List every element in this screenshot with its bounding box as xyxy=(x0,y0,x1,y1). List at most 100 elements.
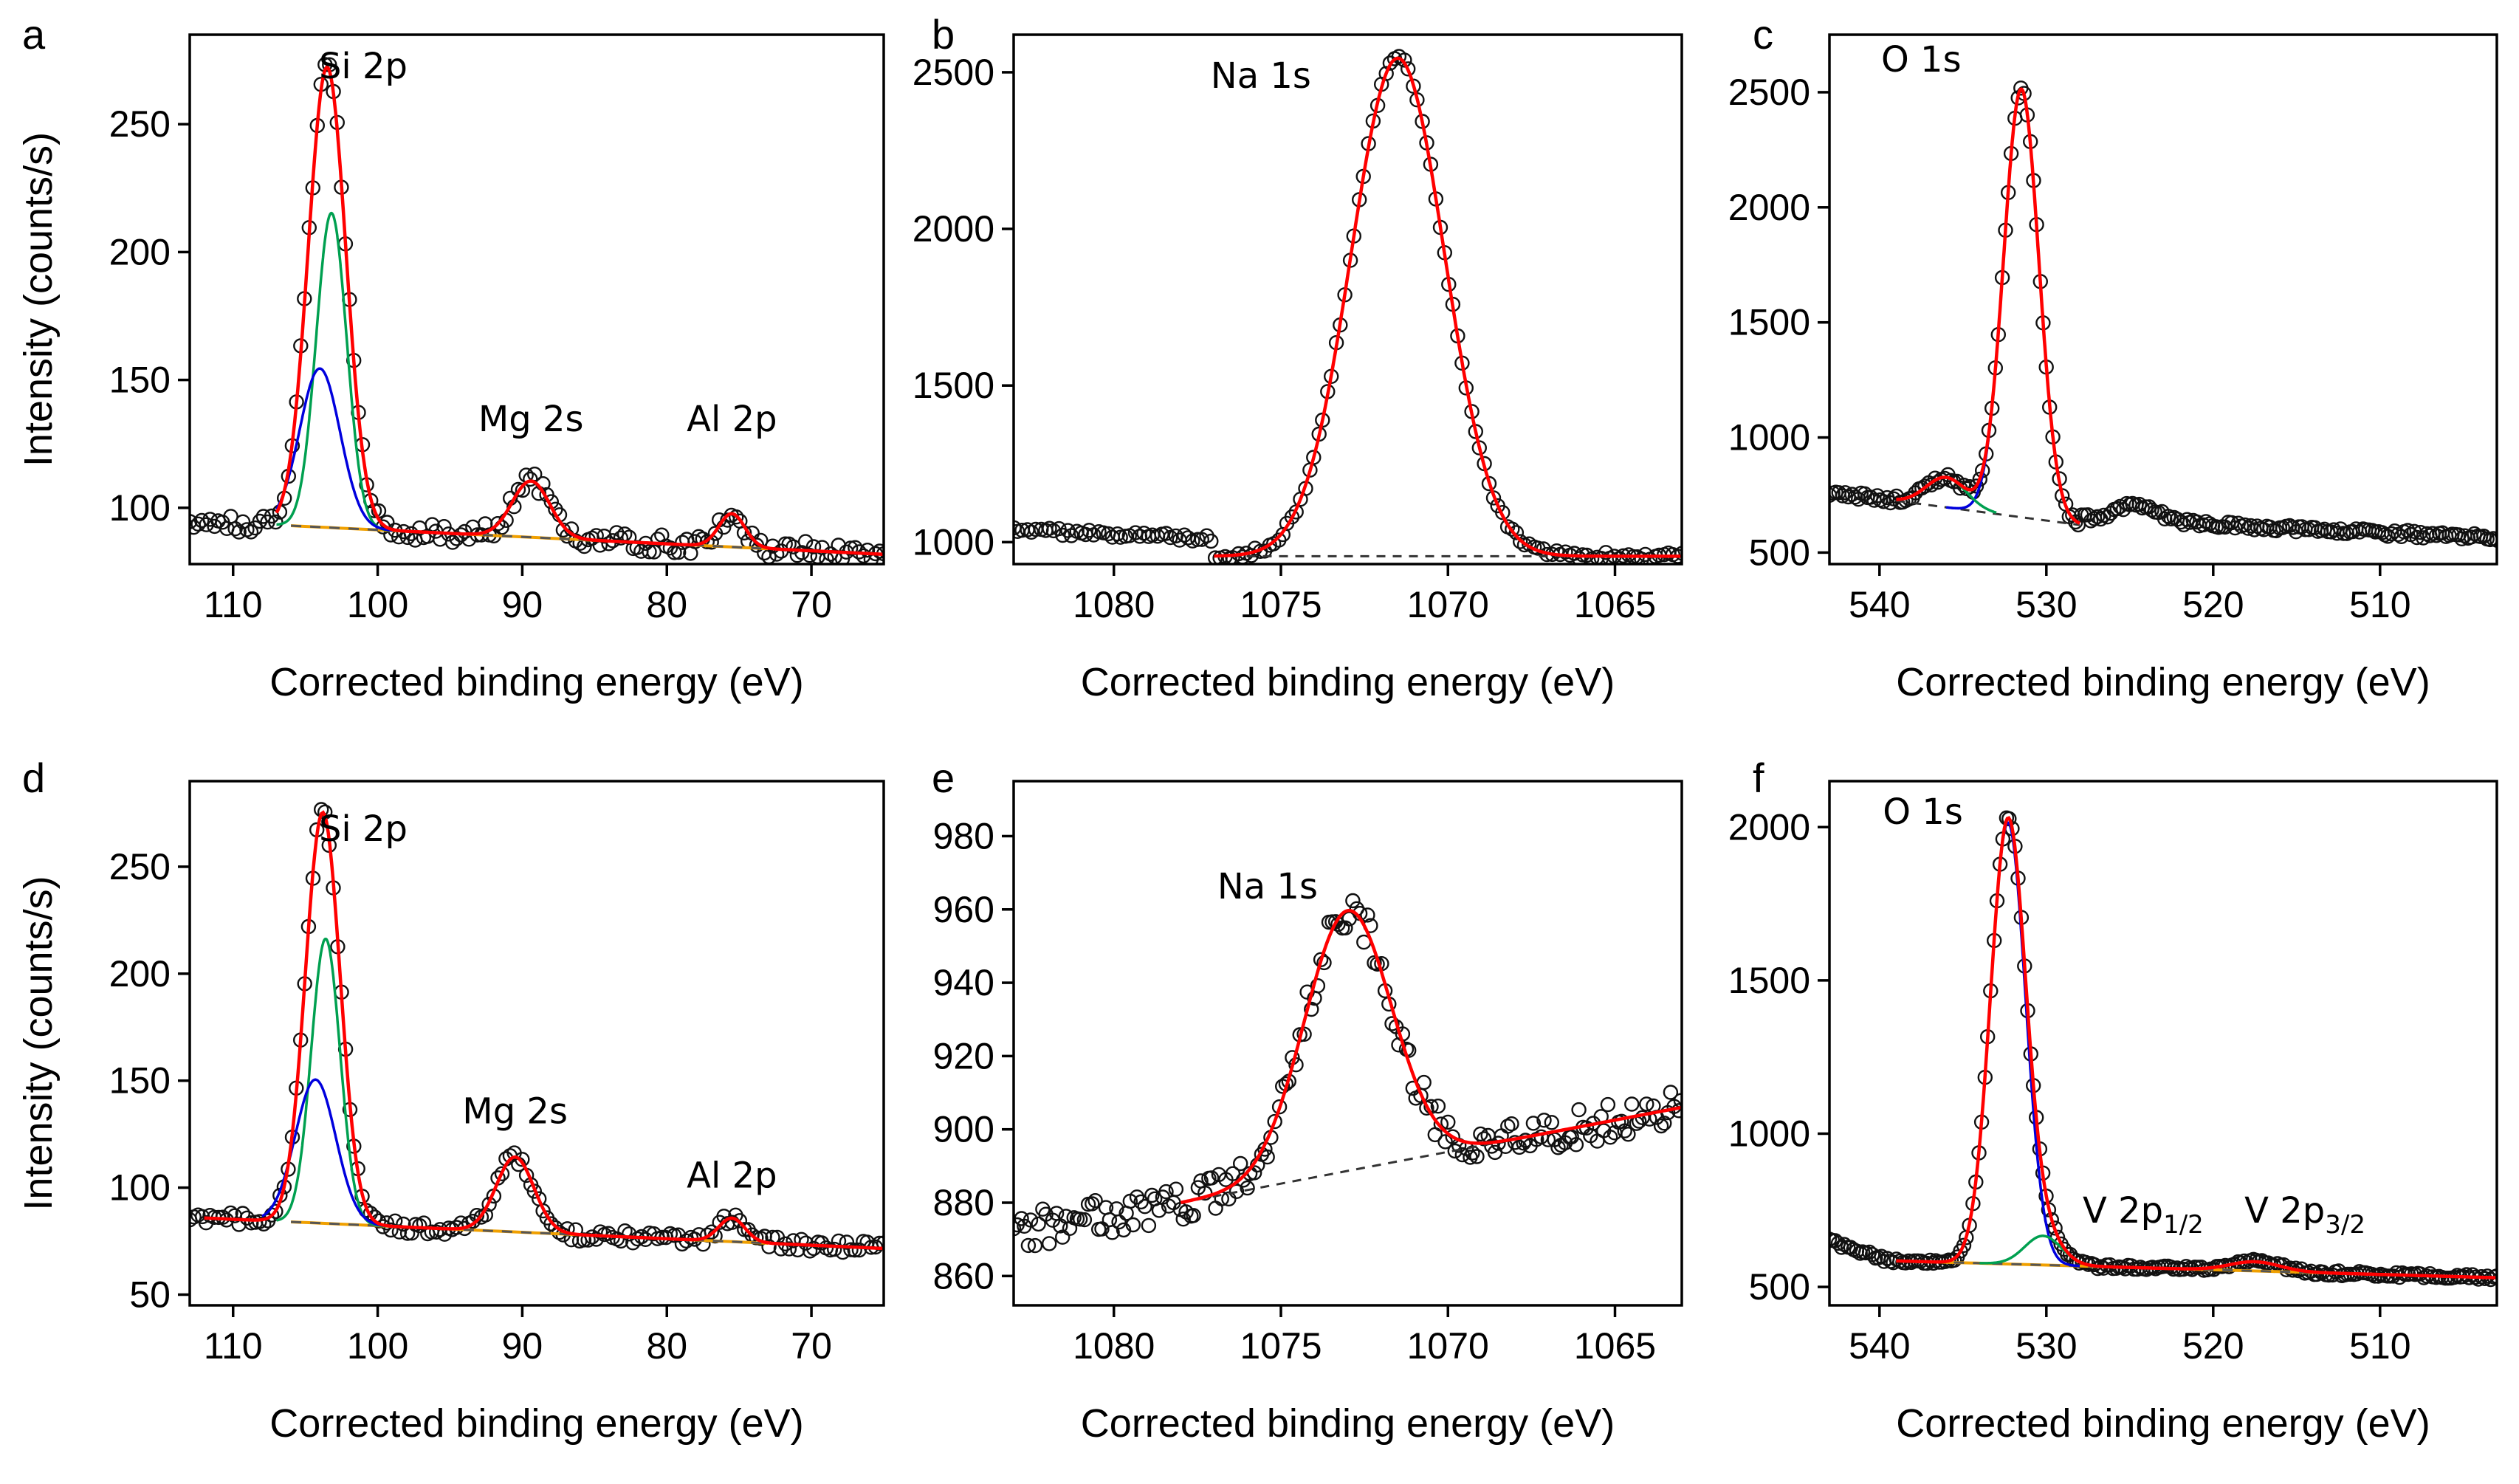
data-point xyxy=(1076,1212,1093,1228)
data-point xyxy=(1104,1225,1120,1240)
peak-label: Na 1s xyxy=(1211,55,1311,97)
data-point xyxy=(2179,512,2195,527)
plot-frame xyxy=(188,33,885,566)
x-tick-label: 1080 xyxy=(1073,1325,1155,1367)
data-point xyxy=(2489,532,2497,548)
series-o-1s-fit xyxy=(1896,87,2081,525)
x-tick-label: 530 xyxy=(2015,584,2077,625)
x-tick-label: 110 xyxy=(204,584,263,625)
data-point xyxy=(1208,1200,1223,1216)
data-point xyxy=(1110,526,1126,542)
data-point xyxy=(1525,1116,1542,1131)
x-axis-title: Corrected binding energy (eV) xyxy=(1896,1401,2430,1446)
panel-a: a 110 100 90 80 70 100 150 200 250 Corrected bindi… xyxy=(16,11,885,704)
panel-letter-d: d xyxy=(22,755,45,801)
y-tick-label: 880 xyxy=(933,1182,994,1223)
y-tick-label: 100 xyxy=(109,1167,171,1209)
peak-label: O 1s xyxy=(1883,791,1963,833)
data-point xyxy=(243,524,259,540)
data-point xyxy=(1397,52,1412,68)
x-tick-label: 90 xyxy=(502,1325,543,1367)
data-point xyxy=(1433,1116,1449,1132)
data-point xyxy=(872,543,884,559)
data-point xyxy=(1232,1155,1248,1172)
x-tick-label: 80 xyxy=(646,584,687,625)
data-point xyxy=(1621,1127,1636,1142)
y-axis-title: Intensity (counts/s) xyxy=(16,876,61,1210)
data-point xyxy=(1852,1246,1868,1261)
plot-area xyxy=(190,57,884,564)
data-point xyxy=(1081,523,1097,538)
data-point xyxy=(444,535,461,550)
data-point xyxy=(1508,525,1525,540)
x-axis-title: Corrected binding energy (eV) xyxy=(1081,660,1615,704)
panel-f: f 540 530 520 510 500 1000 1500 2000 Corrected bi… xyxy=(1728,755,2498,1446)
data-point xyxy=(761,1239,777,1254)
x-tick-label: 1070 xyxy=(1407,584,1489,625)
data-point xyxy=(1875,494,1891,509)
y-tick-label: 1500 xyxy=(1728,302,1810,343)
data-point xyxy=(1240,1180,1255,1196)
data-point xyxy=(2454,531,2470,546)
series-si-2p-fit xyxy=(204,810,884,1251)
data-point xyxy=(1571,1102,1587,1118)
panel-b: b 1080 1075 1070 1065 1000 1500 2000 2500 Correct… xyxy=(913,11,1683,704)
x-tick-label: 1065 xyxy=(1574,584,1656,625)
data-points xyxy=(1829,80,2497,548)
series-na-1s-fit xyxy=(1214,56,1682,558)
data-point xyxy=(794,545,810,560)
y-tick-label: 2500 xyxy=(913,52,994,93)
data-point xyxy=(704,1224,719,1240)
data-point xyxy=(1194,532,1210,547)
data-point xyxy=(1020,1237,1037,1254)
data-point xyxy=(1602,1130,1618,1145)
background-line xyxy=(1896,499,2080,526)
plot-frame xyxy=(1012,780,1683,1307)
peak-label: Mg 2s xyxy=(478,399,584,440)
x-tick-label: 100 xyxy=(347,1325,408,1367)
data-point xyxy=(543,1216,559,1231)
y-tick-label: 150 xyxy=(109,360,171,401)
plot-area xyxy=(1014,49,1682,564)
panel-letter-e: e xyxy=(932,755,955,801)
data-point xyxy=(465,519,481,535)
data-point xyxy=(1829,1231,1838,1247)
data-points xyxy=(1014,49,1682,564)
panel-letter-f: f xyxy=(1753,755,1764,801)
data-point xyxy=(1113,529,1128,545)
data-point xyxy=(1186,1208,1201,1223)
data-point xyxy=(737,1222,752,1237)
data-point xyxy=(1507,1135,1523,1150)
data-point xyxy=(1624,1096,1640,1112)
x-tick-label: 110 xyxy=(204,1325,263,1367)
x-tick-label: 100 xyxy=(347,584,408,625)
data-point xyxy=(1158,1184,1174,1200)
data-point xyxy=(416,1215,432,1231)
data-point xyxy=(831,537,846,553)
panel-letter-b: b xyxy=(932,11,955,58)
peak-label: Al 2p xyxy=(687,399,777,440)
data-point xyxy=(617,526,633,542)
data-point xyxy=(1221,1191,1237,1207)
data-point xyxy=(1133,1194,1149,1210)
data-point xyxy=(580,1232,596,1248)
data-point xyxy=(667,545,682,560)
plot-area xyxy=(1829,810,2497,1288)
y-tick-label: 860 xyxy=(933,1255,994,1296)
peak-label: Si 2p xyxy=(319,808,408,850)
panel-e: e 1080 1075 1070 1065 860 880 900 920 940 960 980 Co… xyxy=(932,755,1683,1446)
data-point xyxy=(1345,893,1361,909)
series-si-2p-component-2 xyxy=(261,1078,393,1228)
data-point xyxy=(1054,1229,1071,1245)
data-point xyxy=(773,1241,789,1257)
data-point xyxy=(1168,1181,1184,1197)
peak-label: Si 2p xyxy=(319,46,408,87)
data-point xyxy=(396,1216,411,1232)
data-points xyxy=(190,57,884,564)
background-line-dashed xyxy=(291,1220,769,1245)
data-point xyxy=(1430,1098,1446,1114)
data-point xyxy=(198,1215,214,1231)
data-point xyxy=(1144,1187,1160,1203)
data-point xyxy=(235,514,251,529)
data-point xyxy=(1271,1099,1288,1115)
